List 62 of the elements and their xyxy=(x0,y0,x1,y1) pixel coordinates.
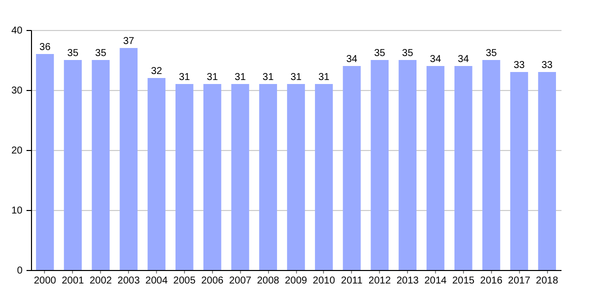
y-tick-label: 0 xyxy=(16,266,23,276)
x-tick-label: 2007 xyxy=(229,276,252,286)
data-label: 36 xyxy=(39,42,51,53)
data-label: 33 xyxy=(514,60,526,71)
x-tick-label: 2000 xyxy=(34,276,57,286)
x-tick-label: 2016 xyxy=(480,276,503,286)
x-tick-label: 2003 xyxy=(118,276,140,286)
bar xyxy=(120,48,138,270)
data-label: 34 xyxy=(346,54,358,65)
bar xyxy=(398,60,417,270)
x-tick-label: 2006 xyxy=(201,276,224,286)
x-tick-label: 2014 xyxy=(424,276,448,286)
x-tick-label: 2005 xyxy=(173,276,196,286)
data-label: 34 xyxy=(458,54,470,65)
y-tick-label: 30 xyxy=(11,86,23,96)
x-tick-label: 2001 xyxy=(62,276,84,286)
bar xyxy=(287,84,305,270)
bar xyxy=(92,60,110,270)
data-label: 31 xyxy=(262,72,274,83)
x-tick-label: 2017 xyxy=(508,276,531,286)
bar xyxy=(148,78,166,270)
data-label: 35 xyxy=(374,48,386,59)
data-label: 35 xyxy=(67,48,79,59)
data-label: 31 xyxy=(234,72,246,83)
data-label: 33 xyxy=(541,60,554,71)
x-tick-label: 2009 xyxy=(284,276,308,286)
data-label: 31 xyxy=(318,72,330,83)
bar xyxy=(482,60,500,270)
x-tick-label: 2011 xyxy=(341,276,363,286)
data-label: 35 xyxy=(402,48,414,59)
y-tick-label: 40 xyxy=(11,26,23,36)
data-label: 31 xyxy=(206,72,218,83)
data-label: 34 xyxy=(430,54,442,65)
bar xyxy=(538,72,556,270)
y-tick-label: 10 xyxy=(11,206,23,216)
data-label: 32 xyxy=(150,66,163,77)
bar xyxy=(314,84,333,270)
x-tick-label: 2002 xyxy=(90,276,112,286)
x-tick-label: 2018 xyxy=(536,276,559,286)
x-tick-label: 2010 xyxy=(312,276,336,286)
y-tick-label: 20 xyxy=(11,146,23,156)
bar xyxy=(370,60,389,270)
data-label: 31 xyxy=(178,72,190,83)
x-tick-label: 2004 xyxy=(145,276,168,286)
data-label: 31 xyxy=(290,72,302,83)
x-tick-label: 2012 xyxy=(368,276,392,286)
bar xyxy=(454,66,472,270)
data-label: 37 xyxy=(123,36,135,47)
x-tick-label: 2015 xyxy=(452,276,475,286)
bar xyxy=(510,72,528,270)
bar xyxy=(36,54,54,270)
data-label: 35 xyxy=(486,48,498,59)
bar xyxy=(231,84,250,270)
bar xyxy=(64,60,82,270)
x-tick-label: 2008 xyxy=(256,276,280,286)
bar xyxy=(203,84,222,270)
x-tick-label: 2013 xyxy=(396,276,420,286)
bar xyxy=(259,84,278,270)
data-label: 35 xyxy=(95,48,107,59)
bar xyxy=(426,66,444,270)
bar xyxy=(175,84,194,270)
bar xyxy=(342,66,361,270)
